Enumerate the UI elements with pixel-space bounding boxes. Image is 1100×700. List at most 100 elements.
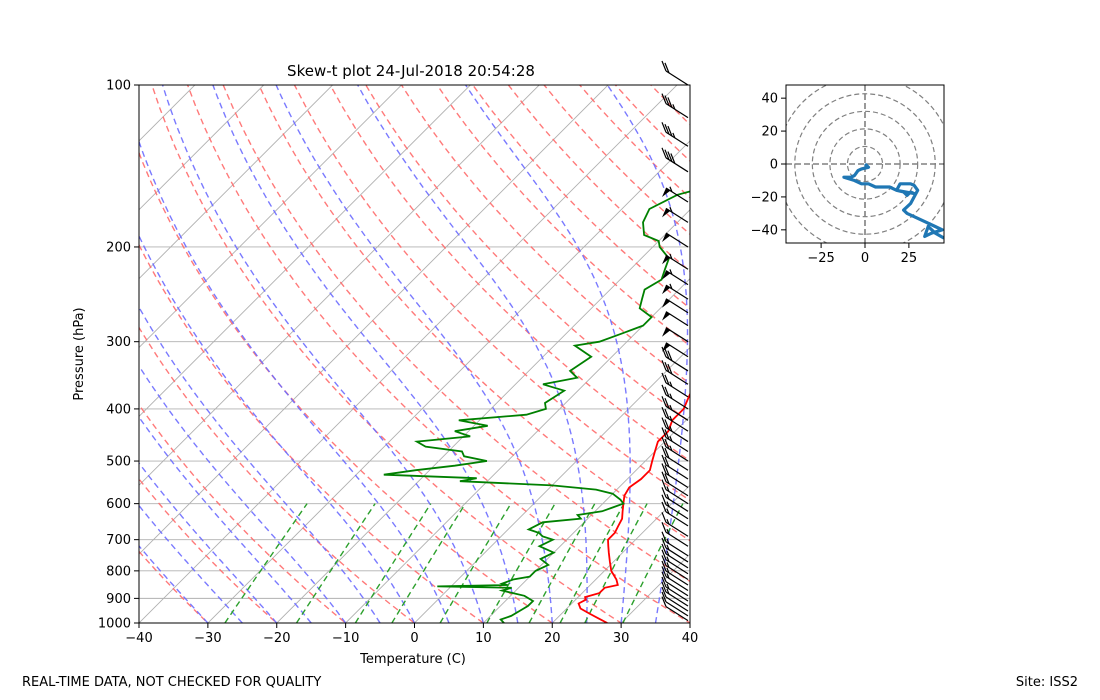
wind-barb — [661, 531, 689, 557]
isotherm-line — [276, 209, 690, 623]
isotherm-line — [344, 277, 690, 623]
wind-barb — [661, 537, 689, 563]
mixing-ratio-line — [224, 503, 308, 623]
hodograph-ticks: −25 0 25 40 20 0 −20 −40 — [751, 92, 918, 266]
site-label: Site: ISS2 — [1016, 675, 1078, 690]
wind-barb — [661, 549, 689, 575]
wind-barb — [661, 471, 689, 497]
wind-barb — [661, 463, 689, 489]
skewt-title: Skew-t plot 24-Jul-2018 20:54:28 — [287, 62, 535, 80]
moist-adiabat-line — [357, 85, 588, 623]
wind-barb — [661, 122, 689, 147]
hodograph-wind-line — [842, 162, 944, 240]
wind-barb — [661, 396, 689, 421]
moist-adiabat-line — [139, 544, 209, 623]
wind-barb — [661, 360, 689, 385]
y-tick-label: 400 — [106, 402, 131, 417]
wind-barb — [662, 186, 689, 203]
hodograph-y-tick-label: −40 — [751, 223, 778, 238]
wind-barb — [661, 581, 689, 607]
wind-barb — [661, 571, 689, 597]
x-tick-label: −40 — [125, 631, 152, 646]
dry-adiabat-line — [258, 85, 690, 542]
hodograph-y-tick-label: 20 — [761, 125, 778, 140]
temperature-profile-line — [577, 392, 690, 623]
wind-barb — [662, 327, 689, 343]
hodograph-ring — [846, 145, 884, 183]
hodograph-x-tick-label: 25 — [901, 251, 918, 266]
hodograph-ring — [829, 128, 901, 200]
dry-adiabat-line — [614, 85, 690, 163]
wind-barb — [661, 454, 689, 480]
skewt-xlabel: Temperature (C) — [359, 652, 466, 667]
isotherm-line — [0, 73, 138, 634]
dry-adiabat-line — [139, 550, 209, 623]
isotherm-line — [139, 85, 196, 142]
wind-barb — [661, 555, 689, 580]
wind-barb — [661, 494, 689, 520]
hodograph-x-tick-label: 0 — [861, 251, 869, 266]
dry-adiabat-line — [293, 85, 690, 502]
wind-barb — [661, 522, 689, 547]
dry-adiabat-line — [186, 85, 690, 623]
wind-barb — [661, 445, 689, 471]
dry-adiabat-line — [139, 326, 416, 623]
dry-adiabat-line — [151, 85, 623, 623]
mixing-ratio-line — [354, 503, 432, 623]
wind-barb — [661, 479, 689, 505]
hodograph-y-tick-label: 0 — [770, 158, 778, 173]
skewt-reference-lines — [0, 73, 1100, 634]
isotherm-line — [207, 140, 690, 623]
moist-adiabat-line — [161, 85, 485, 623]
hodograph-line — [842, 162, 944, 240]
wind-barb — [661, 346, 689, 372]
skewt-y-ticks: 1000 900 800 700 600 500 400 300 200 100 — [98, 79, 139, 632]
x-tick-label: 30 — [613, 631, 630, 646]
y-tick-label: 1000 — [98, 617, 131, 632]
dry-adiabat-line — [722, 85, 1100, 634]
moist-adiabat-line — [139, 415, 312, 623]
y-tick-label: 300 — [106, 335, 131, 350]
y-tick-label: 600 — [106, 497, 131, 512]
wind-barb — [661, 60, 689, 86]
isotherm-line — [139, 85, 265, 211]
wind-barb — [661, 436, 689, 462]
isotherm-line — [551, 484, 690, 623]
moist-adiabat-line — [606, 85, 689, 623]
dry-adiabat-line — [222, 85, 690, 583]
dry-adiabat-line — [139, 403, 347, 623]
wind-barb — [661, 596, 689, 622]
dry-adiabat-line — [650, 85, 690, 126]
wind-barb — [662, 269, 689, 286]
moist-adiabat-line — [139, 504, 243, 623]
wind-barb — [662, 206, 689, 223]
skewt-x-ticks: −40 −30 −20 −10 0 10 20 30 40 — [125, 623, 698, 646]
moist-adiabat-line — [465, 85, 631, 623]
dry-adiabat-line — [686, 85, 690, 90]
dry-adiabat-line — [758, 85, 1100, 634]
wind-barb — [661, 384, 689, 410]
wind-barb — [662, 298, 689, 314]
moist-adiabat-line — [139, 234, 416, 623]
wind-barb — [661, 591, 689, 617]
x-tick-label: −20 — [263, 631, 290, 646]
x-tick-label: 10 — [475, 631, 492, 646]
hodograph-plot: −25 0 25 40 20 0 −20 −40 — [751, 84, 945, 266]
wind-barb — [661, 427, 689, 453]
moist-adiabat-line — [139, 461, 278, 623]
mixing-ratio-line — [559, 503, 625, 623]
isotherm-line — [482, 415, 690, 623]
mixing-ratio-line — [295, 503, 376, 623]
wind-barb — [661, 406, 689, 432]
wind-barb — [661, 501, 689, 527]
wind-barb — [661, 487, 689, 512]
hodograph-y-tick-label: 40 — [761, 92, 778, 107]
x-tick-label: 0 — [410, 631, 418, 646]
mixing-ratio-line — [622, 503, 684, 623]
mixing-ratio-line — [439, 503, 512, 623]
wind-barb — [661, 566, 689, 591]
isotherm-line — [139, 85, 540, 486]
isotherm-line — [139, 85, 403, 349]
wind-barb — [661, 372, 689, 398]
hodograph-rings — [786, 85, 944, 243]
